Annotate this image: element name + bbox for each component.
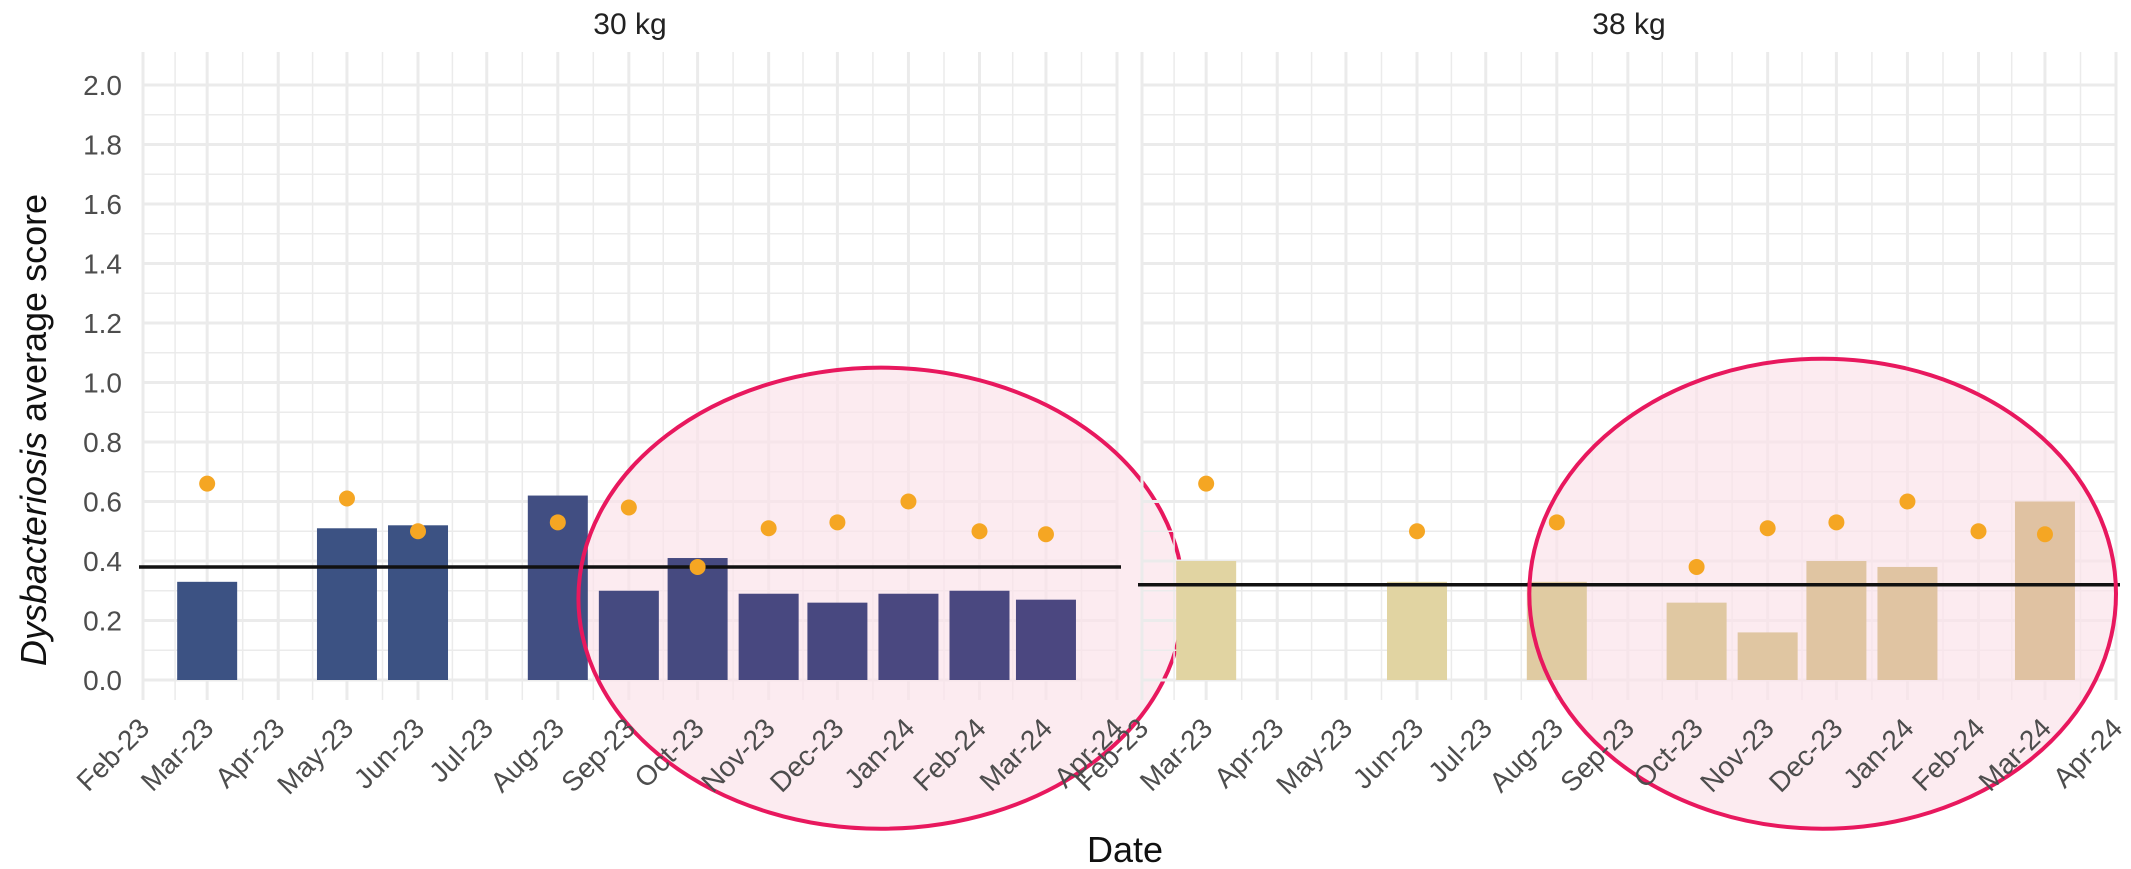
point (1037, 526, 1054, 543)
point (1548, 514, 1565, 531)
x-tick-label: Jun-23 (1347, 712, 1429, 794)
x-tick-label: Aug-23 (484, 712, 570, 798)
y-tick-label: 1.2 (83, 308, 122, 339)
y-tick-label: 0.2 (83, 606, 122, 637)
x-axis-title: Date (1087, 829, 1163, 869)
point (900, 493, 917, 510)
point (971, 523, 988, 540)
bar (1737, 632, 1798, 680)
point (1828, 514, 1845, 531)
point (1688, 558, 1705, 575)
bar (1526, 581, 1587, 680)
bar (949, 590, 1010, 680)
point (549, 514, 566, 531)
point (199, 475, 216, 492)
y-tick-label: 0.0 (83, 665, 122, 696)
x-tick-label: May-23 (271, 712, 359, 800)
y-tick-label: 0.6 (83, 487, 122, 518)
bar (598, 590, 659, 680)
point (410, 523, 427, 540)
point (1759, 520, 1776, 537)
x-tick-label: Jun-23 (348, 712, 430, 794)
point (689, 558, 706, 575)
x-tick-label: May-23 (1270, 712, 1358, 800)
bar (177, 581, 238, 680)
y-tick-label: 0.8 (83, 427, 122, 458)
x-tick-label: Sep-23 (555, 712, 641, 798)
highlight-region-outline (1527, 356, 2119, 831)
y-axis-title: Dysbacteriosis average score (13, 194, 54, 666)
panels-layer: 30 kgFeb-23Mar-23Apr-23May-23Jun-23Jul-2… (71, 8, 2128, 831)
y-tick-label: 1.0 (83, 368, 122, 399)
x-tick-label: Mar-23 (1134, 712, 1219, 797)
panel-title: 30 kg (593, 8, 666, 41)
y-tick-label: 1.4 (83, 249, 122, 280)
bar (1015, 599, 1076, 680)
y-tick-label: 1.8 (83, 130, 122, 161)
bar (316, 528, 377, 680)
y-tick-label: 1.6 (83, 189, 122, 220)
y-axis-title-rest: average score (13, 194, 54, 432)
bar (1176, 561, 1237, 680)
x-tick-label: Mar-23 (135, 712, 220, 797)
bar (388, 525, 449, 680)
point (338, 490, 355, 507)
bar (1806, 561, 1867, 680)
y-tick-label: 2.0 (83, 70, 122, 101)
bar (1387, 581, 1448, 680)
x-tick-label: Feb-23 (71, 712, 156, 797)
point (620, 499, 637, 516)
bar (807, 602, 868, 680)
point (1899, 493, 1916, 510)
bar (738, 593, 799, 680)
bar (1666, 602, 1727, 680)
y-tick-label: 0.4 (83, 546, 122, 577)
y-axis: 0.0 0.2 0.4 0.6 0.8 1.0 1.2 1.4 1.6 1.8 2.0 (83, 70, 122, 696)
point (829, 514, 846, 531)
bar (667, 558, 728, 680)
point (1409, 523, 1426, 540)
bar (878, 593, 939, 680)
panel-1: 38 kgFeb-23Mar-23Apr-23May-23Jun-23Jul-2… (1070, 8, 2128, 831)
point (760, 520, 777, 537)
point (2036, 526, 2053, 543)
panel-title: 38 kg (1592, 8, 1665, 41)
y-axis-title-italic: Dysbacteriosis (13, 432, 54, 666)
x-tick-label: Aug-23 (1483, 712, 1569, 798)
point (1198, 475, 1215, 492)
panel-0: 30 kgFeb-23Mar-23Apr-23May-23Jun-23Jul-2… (71, 8, 1186, 831)
point (1970, 523, 1987, 540)
